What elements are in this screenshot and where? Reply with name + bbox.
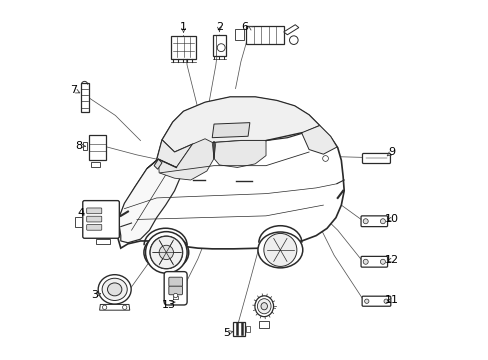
Ellipse shape xyxy=(98,275,131,304)
Polygon shape xyxy=(158,139,214,180)
Bar xyxy=(89,135,106,160)
Text: 4: 4 xyxy=(77,208,84,218)
FancyBboxPatch shape xyxy=(362,296,390,306)
Text: 13: 13 xyxy=(162,300,176,310)
Polygon shape xyxy=(118,159,180,243)
Ellipse shape xyxy=(257,299,270,314)
Ellipse shape xyxy=(102,278,127,301)
Bar xyxy=(259,320,269,328)
Circle shape xyxy=(289,36,298,44)
Circle shape xyxy=(363,259,367,264)
FancyBboxPatch shape xyxy=(86,216,102,222)
Text: 8: 8 xyxy=(75,140,82,150)
Polygon shape xyxy=(283,25,298,35)
FancyBboxPatch shape xyxy=(168,277,182,287)
Ellipse shape xyxy=(258,232,302,268)
Text: 3: 3 xyxy=(91,291,98,301)
Bar xyxy=(81,83,88,112)
Bar xyxy=(83,142,87,150)
Text: 12: 12 xyxy=(384,255,398,265)
Circle shape xyxy=(380,219,385,224)
Bar xyxy=(96,239,109,244)
Ellipse shape xyxy=(261,303,267,310)
Text: 1: 1 xyxy=(180,22,186,32)
Polygon shape xyxy=(212,123,249,138)
Ellipse shape xyxy=(254,296,273,317)
FancyBboxPatch shape xyxy=(360,216,387,226)
FancyBboxPatch shape xyxy=(86,208,102,214)
Text: 6: 6 xyxy=(241,22,248,32)
Circle shape xyxy=(145,231,187,273)
Bar xyxy=(171,36,195,59)
Text: 2: 2 xyxy=(215,22,223,32)
Bar xyxy=(233,321,244,336)
Circle shape xyxy=(364,299,368,303)
Circle shape xyxy=(322,156,328,161)
Ellipse shape xyxy=(107,283,122,296)
Text: 11: 11 xyxy=(384,295,398,305)
FancyBboxPatch shape xyxy=(360,256,387,267)
Circle shape xyxy=(149,236,183,269)
Bar xyxy=(91,162,100,167)
Text: 10: 10 xyxy=(384,214,398,224)
Polygon shape xyxy=(154,159,162,169)
Polygon shape xyxy=(117,98,344,249)
Ellipse shape xyxy=(143,234,188,270)
Circle shape xyxy=(363,219,367,224)
Circle shape xyxy=(150,236,182,269)
Text: 9: 9 xyxy=(387,147,394,157)
FancyBboxPatch shape xyxy=(164,272,187,305)
Circle shape xyxy=(383,299,387,303)
Polygon shape xyxy=(100,305,129,310)
Text: 5: 5 xyxy=(223,328,229,338)
FancyBboxPatch shape xyxy=(86,225,102,230)
Bar xyxy=(235,30,244,40)
FancyBboxPatch shape xyxy=(362,153,389,163)
Bar xyxy=(245,26,283,44)
Polygon shape xyxy=(147,140,192,168)
Circle shape xyxy=(264,233,296,266)
Circle shape xyxy=(173,293,178,298)
Bar xyxy=(245,325,249,332)
Circle shape xyxy=(159,245,173,260)
FancyBboxPatch shape xyxy=(168,286,182,295)
Bar xyxy=(74,217,81,227)
Circle shape xyxy=(217,44,224,51)
Polygon shape xyxy=(301,126,336,154)
Polygon shape xyxy=(214,140,265,167)
Circle shape xyxy=(102,305,106,310)
Text: 7: 7 xyxy=(70,85,77,95)
Circle shape xyxy=(380,259,385,264)
Bar xyxy=(212,35,226,56)
Polygon shape xyxy=(162,97,319,152)
Circle shape xyxy=(122,305,126,310)
FancyBboxPatch shape xyxy=(82,201,119,238)
